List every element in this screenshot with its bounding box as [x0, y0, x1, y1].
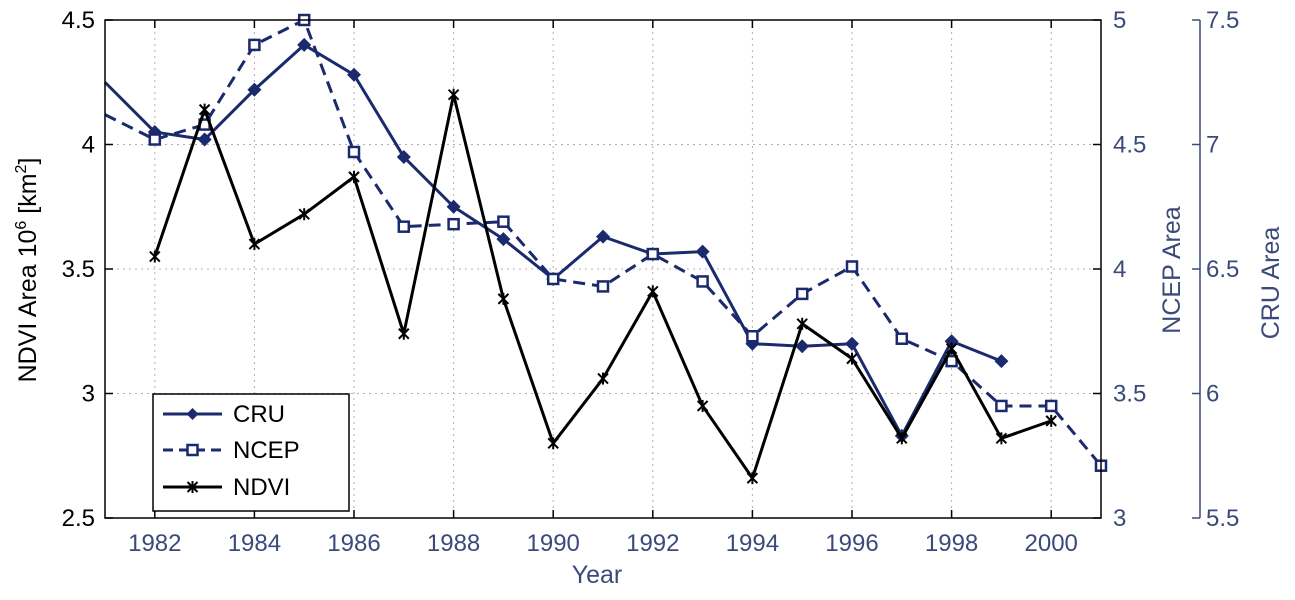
data-point-ncep	[1044, 399, 1058, 413]
data-point-ndvi	[647, 285, 659, 298]
data-point-ndvi	[348, 170, 360, 183]
data-point-ndvi	[597, 372, 609, 385]
data-point-ncep	[546, 272, 560, 286]
data-point-cru	[994, 354, 1009, 369]
legend-label-ncep: NCEP	[233, 437, 300, 464]
data-point-ndvi	[198, 103, 211, 116]
ncep-tick-label: 3	[1113, 505, 1126, 532]
ncep-tick-label: 3.5	[1113, 381, 1146, 408]
data-point-cru	[347, 67, 361, 82]
data-point-ndvi	[298, 208, 310, 221]
legend: CRU NCEP NDVI	[152, 393, 350, 512]
data-point-ncep	[347, 145, 361, 159]
data-point-ncep	[248, 38, 261, 52]
x-tick-label: 1982	[128, 530, 181, 557]
ncep-tick-label: 4	[1113, 256, 1126, 283]
left-tick-label: 3.5	[62, 256, 95, 283]
cru-axis-title: CRU Area	[1257, 227, 1285, 340]
data-point-ncep	[746, 329, 759, 343]
legend-item-ndvi: NDVI	[163, 474, 290, 501]
legend-label-cru: CRU	[233, 401, 285, 428]
left-tick-label: 4.5	[62, 7, 95, 34]
grid-lines	[105, 20, 1101, 518]
data-point-ncep	[995, 399, 1008, 413]
data-point-ncep	[845, 260, 859, 273]
ncep-axis-title: NCEP Area	[1158, 206, 1186, 333]
axes: 1982 1984 1986 1988 1990 1992 1994 1996 1998 2000…	[62, 7, 1240, 557]
left-tick-label: 4	[82, 132, 95, 159]
data-point-cru	[446, 199, 461, 214]
x-tick-label: 1994	[726, 530, 779, 557]
data-point-ndvi	[796, 317, 808, 330]
legend-item-cru: CRU	[163, 401, 285, 428]
left-tick-label: 2.5	[62, 505, 95, 532]
data-point-cru	[845, 336, 859, 351]
data-point-cru	[197, 132, 212, 147]
data-point-ndvi	[1045, 414, 1057, 427]
cru-tick-label: 6	[1206, 381, 1219, 408]
data-point-ncep	[596, 280, 610, 293]
data-point-ndvi	[696, 399, 709, 412]
data-point-ncep	[795, 287, 809, 301]
data-point-cru	[695, 244, 710, 259]
data-point-ncep	[646, 247, 660, 261]
data-point-ncep	[148, 133, 162, 146]
data-point-ncep	[895, 332, 909, 345]
data-point-ndvi	[846, 352, 858, 365]
data-point-ndvi	[995, 432, 1008, 445]
data-point-cru	[396, 149, 411, 164]
data-point-cru	[795, 339, 810, 354]
x-tick-label: 1988	[427, 530, 480, 557]
series-line-cru	[103, 43, 1002, 438]
x-axis-title: Year	[572, 561, 623, 589]
data-point-cru	[247, 82, 262, 97]
left-axis-title: NDVI Area 106 [km2]	[13, 158, 42, 383]
data-point-ndvi	[497, 292, 510, 305]
data-point-ndvi	[746, 472, 759, 485]
data-point-cru	[496, 232, 511, 247]
data-point-ndvi	[447, 88, 460, 101]
legend-item-ncep: NCEP	[163, 437, 300, 464]
data-point-ndvi	[896, 432, 908, 445]
cru-tick-label: 7.5	[1206, 7, 1239, 34]
cru-tick-label: 5.5	[1206, 505, 1239, 532]
x-tick-label: 1990	[527, 530, 580, 557]
data-point-ndvi	[398, 327, 410, 340]
data-point-ncep	[447, 217, 460, 231]
data-point-ndvi	[248, 238, 261, 251]
x-tick-label: 1984	[228, 530, 281, 557]
cru-tick-label: 7	[1206, 132, 1219, 159]
x-tick-label: 1998	[925, 530, 978, 557]
x-tick-label: 2000	[1025, 530, 1078, 557]
data-point-ncep	[696, 275, 709, 288]
ncep-tick-label: 5	[1113, 7, 1126, 34]
data-point-ncep	[945, 354, 958, 368]
cru-tick-label: 6.5	[1206, 256, 1239, 283]
series-lines	[103, 13, 1108, 485]
x-tick-label: 1992	[626, 530, 679, 557]
data-point-ncep	[497, 215, 510, 228]
data-point-ndvi	[149, 250, 161, 263]
x-tick-label: 1996	[825, 530, 878, 557]
x-tick-label: 1986	[327, 530, 380, 557]
plot-frame	[104, 19, 1102, 519]
ncep-tick-label: 4.5	[1113, 132, 1146, 159]
legend-label-ndvi: NDVI	[233, 474, 290, 501]
data-point-ndvi	[547, 437, 559, 450]
data-point-ncep	[397, 220, 411, 233]
data-point-cru	[297, 37, 312, 52]
data-point-ndvi	[945, 342, 958, 355]
data-point-cru	[596, 229, 610, 244]
left-tick-label: 3	[82, 381, 95, 408]
